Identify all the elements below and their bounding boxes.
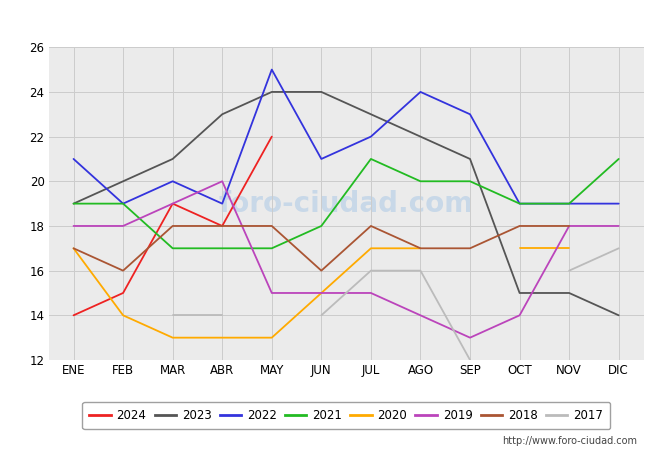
2021 bbox=[515, 201, 523, 207]
2021 bbox=[367, 156, 375, 162]
2019 bbox=[317, 290, 325, 296]
Line: 2022: 2022 bbox=[73, 70, 619, 204]
2018 bbox=[367, 223, 375, 229]
Text: foro-ciudad.com: foro-ciudad.com bbox=[218, 189, 474, 218]
2021 bbox=[615, 156, 623, 162]
2022 bbox=[466, 112, 474, 117]
2022 bbox=[268, 67, 276, 72]
2018 bbox=[169, 223, 177, 229]
2023 bbox=[367, 112, 375, 117]
2019 bbox=[268, 290, 276, 296]
2019 bbox=[169, 201, 177, 207]
2018 bbox=[466, 246, 474, 251]
2020 bbox=[218, 335, 226, 340]
2018 bbox=[317, 268, 325, 273]
2022 bbox=[515, 201, 523, 207]
2018 bbox=[417, 246, 424, 251]
Line: 2021: 2021 bbox=[73, 159, 619, 248]
2022 bbox=[417, 89, 424, 94]
2022 bbox=[119, 201, 127, 207]
Line: 2019: 2019 bbox=[73, 181, 619, 338]
2021 bbox=[169, 246, 177, 251]
2018 bbox=[515, 223, 523, 229]
2024 bbox=[70, 313, 77, 318]
2020 bbox=[70, 246, 77, 251]
2018 bbox=[218, 223, 226, 229]
2021 bbox=[317, 223, 325, 229]
Legend: 2024, 2023, 2022, 2021, 2020, 2019, 2018, 2017: 2024, 2023, 2022, 2021, 2020, 2019, 2018… bbox=[82, 402, 610, 429]
2023 bbox=[218, 112, 226, 117]
2018 bbox=[268, 223, 276, 229]
2019 bbox=[119, 223, 127, 229]
2019 bbox=[515, 313, 523, 318]
2022 bbox=[367, 134, 375, 140]
2021 bbox=[119, 201, 127, 207]
2021 bbox=[268, 246, 276, 251]
2023 bbox=[119, 179, 127, 184]
2019 bbox=[70, 223, 77, 229]
2023 bbox=[566, 290, 573, 296]
2021 bbox=[417, 179, 424, 184]
2019 bbox=[466, 335, 474, 340]
2018 bbox=[566, 223, 573, 229]
Line: 2018: 2018 bbox=[73, 226, 569, 270]
2021 bbox=[566, 201, 573, 207]
2023 bbox=[515, 290, 523, 296]
2020 bbox=[169, 335, 177, 340]
2022 bbox=[169, 179, 177, 184]
2023 bbox=[615, 313, 623, 318]
2017 bbox=[169, 313, 177, 318]
2024 bbox=[119, 290, 127, 296]
2019 bbox=[615, 223, 623, 229]
2021 bbox=[218, 246, 226, 251]
2024 bbox=[169, 201, 177, 207]
Text: Afiliados en Ruanes a 31/5/2024: Afiliados en Ruanes a 31/5/2024 bbox=[179, 10, 471, 28]
2023 bbox=[317, 89, 325, 94]
2020 bbox=[268, 335, 276, 340]
2019 bbox=[218, 179, 226, 184]
2020 bbox=[417, 246, 424, 251]
2023 bbox=[70, 201, 77, 207]
2019 bbox=[417, 313, 424, 318]
2024 bbox=[218, 223, 226, 229]
2017 bbox=[218, 313, 226, 318]
Line: 2023: 2023 bbox=[73, 92, 619, 315]
2023 bbox=[169, 156, 177, 162]
2020 bbox=[367, 246, 375, 251]
Text: http://www.foro-ciudad.com: http://www.foro-ciudad.com bbox=[502, 436, 637, 446]
2019 bbox=[367, 290, 375, 296]
2023 bbox=[417, 134, 424, 140]
2018 bbox=[119, 268, 127, 273]
2021 bbox=[70, 201, 77, 207]
2020 bbox=[119, 313, 127, 318]
2022 bbox=[615, 201, 623, 207]
2020 bbox=[317, 290, 325, 296]
Line: 2020: 2020 bbox=[73, 248, 421, 338]
Line: 2024: 2024 bbox=[73, 137, 272, 315]
2019 bbox=[566, 223, 573, 229]
2023 bbox=[466, 156, 474, 162]
2022 bbox=[566, 201, 573, 207]
2021 bbox=[466, 179, 474, 184]
2018 bbox=[70, 246, 77, 251]
2022 bbox=[317, 156, 325, 162]
2022 bbox=[70, 156, 77, 162]
2024 bbox=[268, 134, 276, 140]
2023 bbox=[268, 89, 276, 94]
2022 bbox=[218, 201, 226, 207]
